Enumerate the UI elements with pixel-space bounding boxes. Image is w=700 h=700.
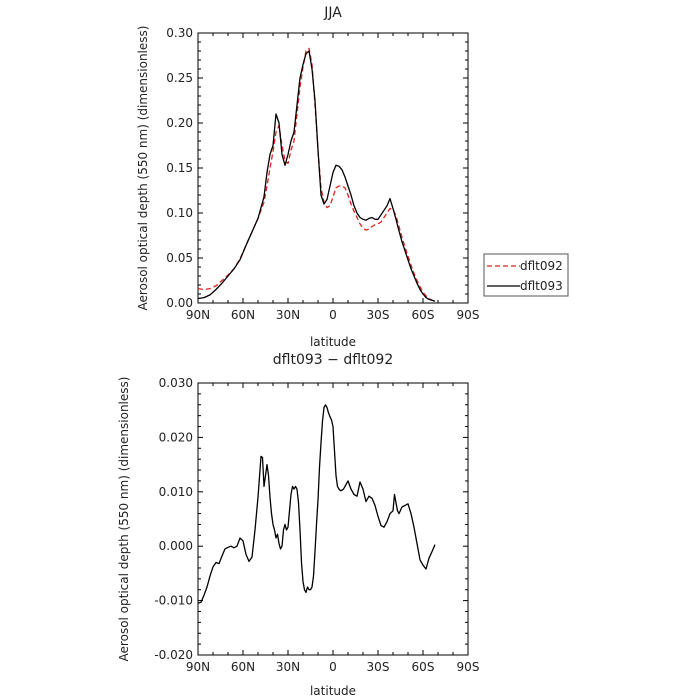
series-line-series-0: [197, 404, 436, 604]
x-tick-label: 0: [329, 660, 337, 674]
y-tick-label: 0.15: [166, 161, 193, 175]
y-tick-label: 0.20: [166, 116, 193, 130]
bottom-plot-title: dflt093 − dflt092: [273, 352, 393, 368]
y-tick-label: 0.020: [159, 430, 193, 444]
x-tick-label: 60S: [412, 308, 435, 322]
top-plot-ylabel: Aerosol optical depth (550 nm) (dimensio…: [136, 26, 150, 311]
x-tick-label: 90N: [186, 660, 210, 674]
legend-box: [483, 253, 569, 297]
y-tick-label: 0.030: [159, 376, 193, 390]
y-tick-label: 0.05: [166, 251, 193, 265]
series-line-dflt093: [197, 50, 436, 302]
top-plot-ticks: 90N 60N 30N 0 30S 60S 90S 0.00 0.05 0.10 0.15 0.20 0…: [166, 26, 479, 322]
bottom-plot-ticks: 90N 60N 30N 0 30S 60S 90S -0.020 -0.010 0.000 0.01…: [154, 376, 479, 674]
x-tick-label: 30N: [276, 660, 300, 674]
top-plot-series: [197, 47, 436, 302]
x-tick-label: 90N: [186, 308, 210, 322]
bottom-plot-panel: dflt093 − dflt092 90N 60N 30N 0 30S 60S 90S -0.…: [117, 352, 479, 698]
x-tick-label: 60N: [231, 660, 255, 674]
legend-label-dflt092: dflt092: [520, 259, 563, 273]
y-tick-label: 0.30: [166, 26, 193, 40]
x-tick-label: 30N: [276, 308, 300, 322]
y-tick-label: 0.000: [159, 539, 193, 553]
top-plot-panel: JJA 90N 60N 30N 0 30S 60S 90S 0.00 0.05 0.10 0.15 0…: [136, 5, 479, 349]
y-tick-label: -0.010: [154, 594, 193, 608]
top-plot-title: JJA: [323, 5, 342, 21]
x-tick-label: 60N: [231, 308, 255, 322]
bottom-plot-xlabel: latitude: [310, 684, 356, 698]
legend-label-dflt093: dflt093: [520, 279, 563, 293]
x-tick-label: 90S: [457, 308, 480, 322]
top-plot-legend: dflt092 dflt093: [483, 253, 569, 297]
bottom-plot-ylabel: Aerosol optical depth (550 nm) (dimensio…: [117, 377, 131, 662]
x-tick-label: 0: [329, 308, 337, 322]
x-tick-label: 90S: [457, 660, 480, 674]
x-tick-label: 30S: [367, 660, 390, 674]
y-tick-label: 0.10: [166, 206, 193, 220]
y-tick-label: 0.00: [166, 296, 193, 310]
bottom-plot-series: [197, 404, 436, 604]
x-tick-label: 30S: [367, 308, 390, 322]
top-plot-xlabel: latitude: [310, 335, 356, 349]
x-tick-label: 60S: [412, 660, 435, 674]
y-tick-label: 0.25: [166, 71, 193, 85]
y-tick-label: 0.010: [159, 485, 193, 499]
y-tick-label: -0.020: [154, 648, 193, 662]
series-line-dflt092: [197, 47, 436, 302]
